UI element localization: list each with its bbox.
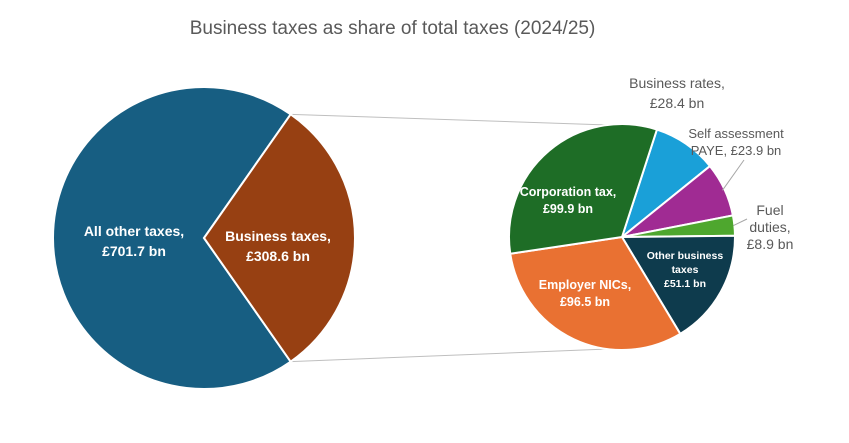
slice-all-other-taxes — [52, 86, 293, 390]
breakdown-pie — [508, 122, 737, 351]
label-other-business-taxes-line: £51.1 bn — [664, 278, 706, 290]
label-all-other-taxes-line: £701.7 bn — [102, 243, 166, 259]
label-business-rates-line: Business rates, — [629, 75, 725, 91]
label-fuel-duties-line: £8.9 bn — [747, 236, 794, 252]
slice-other-business-taxes — [620, 234, 736, 336]
label-all-other-taxes-line: All other taxes, — [84, 223, 184, 239]
label-corporation-tax-line: £99.9 bn — [543, 202, 593, 216]
main-pie — [52, 86, 356, 390]
label-business-taxes-line: Business taxes, — [225, 228, 331, 244]
label-corporation-tax-line: Corporation tax, — [520, 185, 617, 199]
label-other-business-taxes-line: Other business — [647, 250, 724, 262]
label-business-taxes-line: £308.6 bn — [246, 248, 310, 264]
connector-lines — [290, 113, 609, 363]
label-fuel-duties-line: Fuel — [756, 202, 783, 218]
chart-title: Business taxes as share of total taxes (… — [189, 18, 596, 39]
label-fuel-duties-line: duties, — [749, 219, 790, 235]
slice-labels: All other taxes, £701.7 bn Business taxes,… — [84, 75, 794, 309]
connector-line-bottom — [290, 348, 609, 363]
label-self-assessment-paye-line: PAYE, £23.9 bn — [691, 143, 782, 158]
slice-corporation-tax — [508, 122, 659, 255]
label-self-assessment-paye: Self assessment PAYE, £23.9 bn — [688, 126, 784, 158]
slice-employer-nics — [509, 235, 682, 351]
label-employer-nics: Employer NICs, £96.5 bn — [539, 278, 631, 309]
connector-line-top — [290, 113, 609, 126]
label-other-business-taxes-line: taxes — [672, 264, 699, 276]
label-employer-nics-line: £96.5 bn — [560, 295, 610, 309]
leader-line-fuel-duties — [733, 218, 748, 226]
label-business-taxes: Business taxes, £308.6 bn — [225, 228, 331, 264]
label-employer-nics-line: Employer NICs, — [539, 278, 631, 292]
label-all-other-taxes: All other taxes, £701.7 bn — [84, 223, 184, 259]
label-self-assessment-paye-line: Self assessment — [688, 126, 784, 141]
label-fuel-duties: Fuel duties, £8.9 bn — [747, 202, 794, 252]
label-corporation-tax: Corporation tax, £99.9 bn — [520, 185, 617, 216]
label-business-rates: Business rates, £28.4 bn — [629, 75, 725, 111]
label-other-business-taxes: Other business taxes £51.1 bn — [647, 250, 724, 290]
label-business-rates-line: £28.4 bn — [650, 95, 705, 111]
slice-business-taxes — [202, 112, 356, 364]
leader-line-self-assessment — [722, 159, 745, 191]
